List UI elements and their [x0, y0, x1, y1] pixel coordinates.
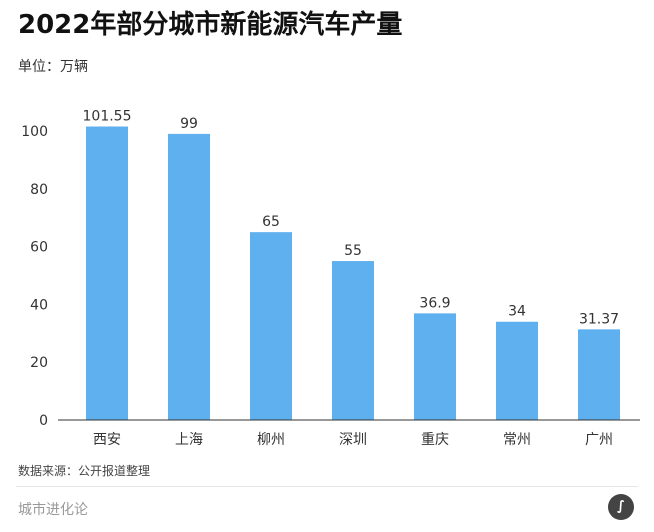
x-tick-label-4: 重庆: [421, 432, 449, 448]
y-tick-label: 100: [21, 124, 48, 140]
bar-4: [414, 313, 456, 420]
bars-group: 101.55 99 65 55 36.9 34 31.37: [83, 109, 620, 420]
data-label-4: 36.9: [419, 295, 450, 311]
unit-label: 单位：万辆: [18, 59, 88, 75]
bar-6: [578, 329, 620, 420]
x-tick-label-2: 柳州: [257, 431, 285, 448]
bar-1: [168, 133, 210, 420]
data-label-3: 55: [344, 243, 362, 259]
brand-name: 城市进化论: [18, 502, 88, 518]
bar-2: [250, 232, 292, 420]
x-tick-label-0: 西安: [93, 432, 121, 448]
y-tick-label: 40: [30, 297, 48, 313]
data-label-1: 99: [180, 116, 198, 132]
data-label-0: 101.55: [83, 109, 132, 125]
data-label-2: 65: [262, 214, 280, 230]
bar-0: [86, 126, 128, 420]
x-tick-label-6: 广州: [585, 432, 613, 448]
y-tick-label: 0: [39, 413, 48, 429]
y-tick-label: 20: [30, 355, 48, 371]
footer-divider: [16, 486, 638, 487]
y-tick-label: 80: [30, 182, 48, 198]
brand-logo-icon: ∫: [608, 494, 634, 520]
x-tick-label-1: 上海: [175, 432, 203, 448]
bar-5: [496, 321, 538, 420]
y-axis: 0 20 40 60 80 100: [21, 124, 48, 429]
y-tick-label: 60: [30, 240, 48, 256]
x-tick-label-5: 常州: [503, 432, 531, 448]
data-label-5: 34: [508, 304, 526, 320]
chart-title: 2022年部分城市新能源汽车产量: [18, 10, 403, 40]
x-axis: 西安 上海 柳州 深圳 重庆 常州 广州: [58, 419, 640, 448]
data-label-6: 31.37: [579, 311, 619, 327]
data-source: 数据来源：公开报道整理: [18, 464, 151, 478]
bar-chart: 0 20 40 60 80 100 101.55 99 65 55 36.9 34 31.37 西安 上…: [21, 109, 640, 448]
bar-3: [332, 261, 374, 420]
x-tick-label-3: 深圳: [339, 432, 367, 448]
